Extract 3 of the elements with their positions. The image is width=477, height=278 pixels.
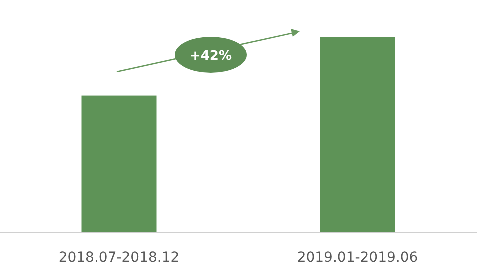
annotation: +42% [190,49,232,64]
x-tick-label: 2018.07-2018.12 [58,250,180,266]
x-tick-label: 2019.01-2019.06 [297,250,418,266]
